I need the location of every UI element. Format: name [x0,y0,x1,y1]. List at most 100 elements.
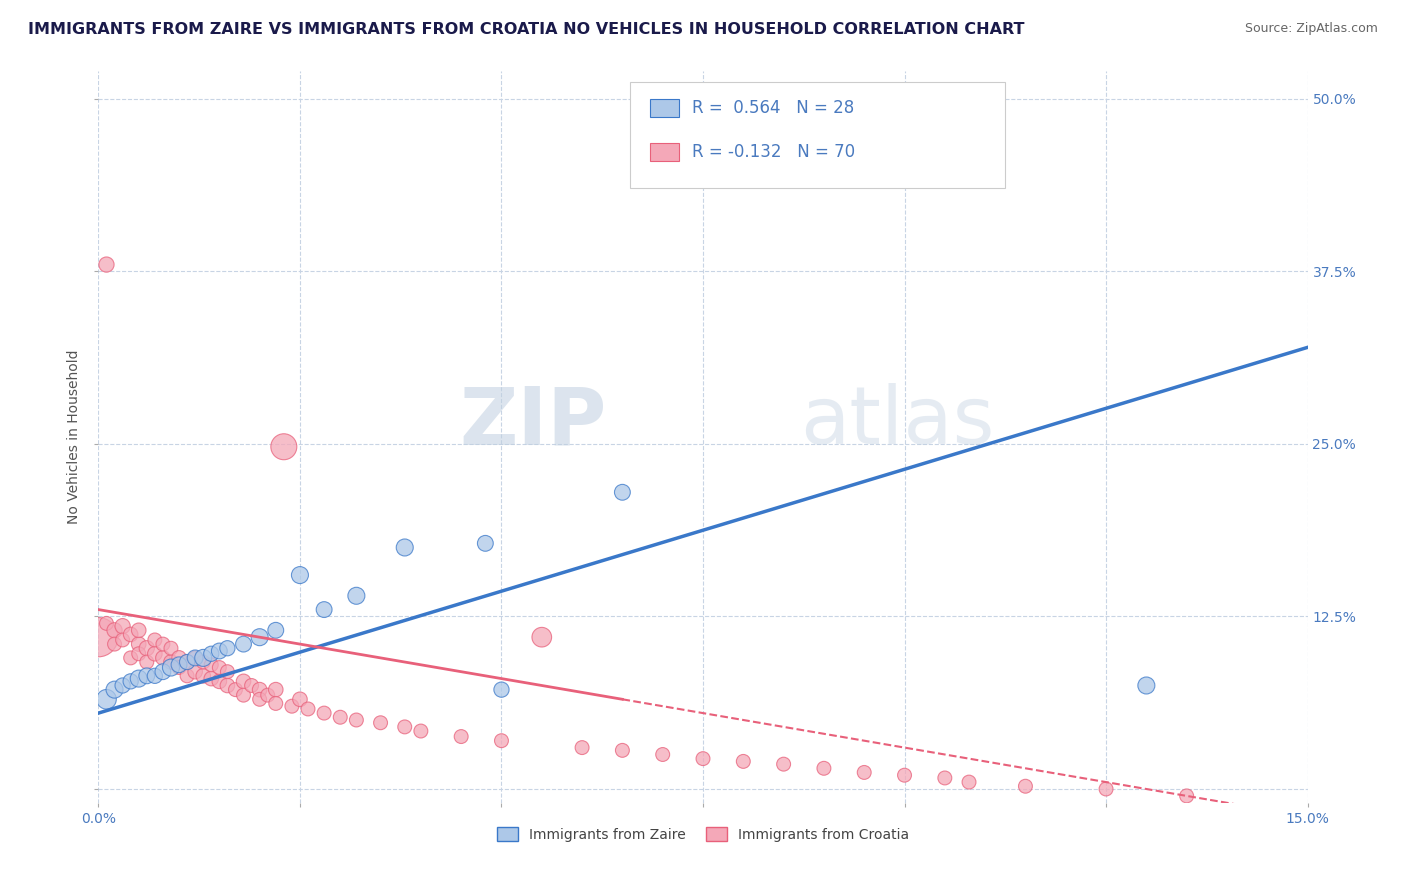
FancyBboxPatch shape [650,143,679,161]
Point [314,706,336,720]
Point [96,692,118,706]
Point [394,720,416,734]
Point [111,632,134,647]
Point [128,672,150,686]
Text: R =  0.564   N = 28: R = 0.564 N = 28 [692,99,855,117]
Point [264,682,287,697]
Point [344,713,367,727]
Point [143,647,166,661]
Point [160,641,183,656]
Point [96,616,118,631]
Point [96,258,118,272]
Point [103,682,125,697]
Point [217,665,239,679]
Text: Source: ZipAtlas.com: Source: ZipAtlas.com [1244,22,1378,36]
Text: ZIP: ZIP [458,384,606,461]
Point [288,692,311,706]
Point [692,751,714,765]
Point [167,660,190,674]
Point [152,651,174,665]
Point [200,657,222,672]
Text: IMMIGRANTS FROM ZAIRE VS IMMIGRANTS FROM CROATIA NO VEHICLES IN HOUSEHOLD CORREL: IMMIGRANTS FROM ZAIRE VS IMMIGRANTS FROM… [28,22,1025,37]
Point [344,589,367,603]
Point [167,651,190,665]
Point [87,630,110,644]
Point [1175,789,1198,803]
Point [120,651,142,665]
Point [394,541,416,555]
Point [491,733,513,747]
Point [152,665,174,679]
Point [957,775,980,789]
Point [748,120,770,134]
Y-axis label: No Vehicles in Household: No Vehicles in Household [67,350,82,524]
Point [1095,782,1118,797]
Point [135,655,157,669]
Point [143,669,166,683]
Point [193,655,215,669]
Point [530,630,553,644]
Point [772,757,794,772]
Point [249,682,271,697]
Point [813,761,835,775]
Point [176,655,198,669]
Point [176,655,198,669]
Point [474,536,496,550]
Point [103,624,125,638]
Point [264,697,287,711]
Point [232,674,254,689]
Point [128,647,150,661]
Point [224,682,246,697]
FancyBboxPatch shape [630,82,1005,188]
Point [571,740,593,755]
Point [612,743,634,757]
Point [208,660,231,674]
Point [167,657,190,672]
Point [200,672,222,686]
Point [160,660,183,674]
Point [135,669,157,683]
Point [128,624,150,638]
Point [184,651,207,665]
Point [1135,678,1157,692]
Point [853,765,876,780]
Point [934,771,956,785]
Point [329,710,352,724]
Point [314,602,336,616]
Point [273,440,295,454]
Point [143,632,166,647]
Text: R = -0.132   N = 70: R = -0.132 N = 70 [692,143,855,161]
Point [176,669,198,683]
Point [240,678,263,692]
Point [135,641,157,656]
Point [111,619,134,633]
Point [208,644,231,658]
Point [200,647,222,661]
Point [491,682,513,697]
Point [264,624,287,638]
Point [256,688,278,702]
Point [217,678,239,692]
Point [281,699,304,714]
Point [232,688,254,702]
Point [733,755,755,769]
Point [409,724,432,739]
Point [120,674,142,689]
FancyBboxPatch shape [650,99,679,117]
Text: atlas: atlas [800,384,994,461]
Legend: Immigrants from Zaire, Immigrants from Croatia: Immigrants from Zaire, Immigrants from C… [491,822,915,847]
Point [103,637,125,651]
Point [193,651,215,665]
Point [184,651,207,665]
Point [1014,779,1036,793]
Point [217,641,239,656]
Point [208,674,231,689]
Point [249,630,271,644]
Point [184,665,207,679]
Point [128,637,150,651]
Point [288,568,311,582]
Point [297,702,319,716]
Point [651,747,673,762]
Point [120,627,142,641]
Point [111,678,134,692]
